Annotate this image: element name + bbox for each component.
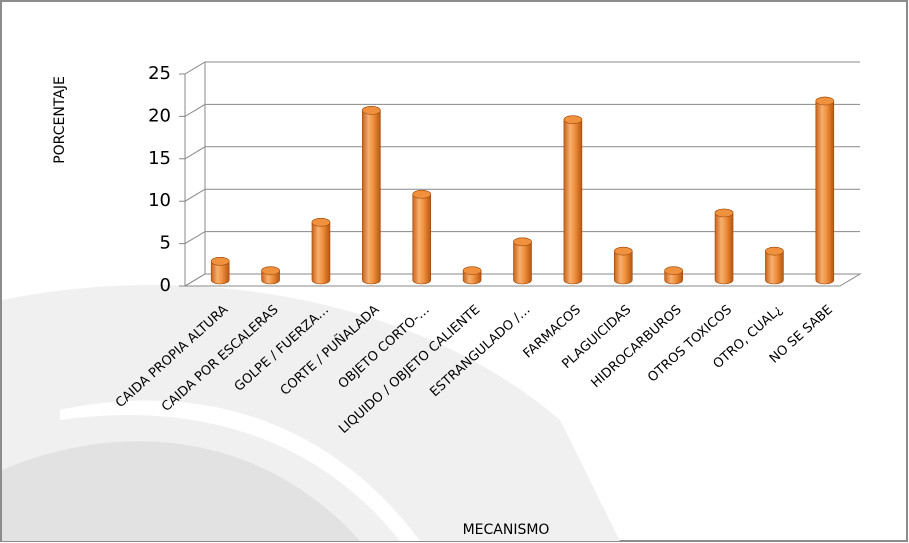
bar: [815, 96, 835, 285]
bar-top: [815, 96, 835, 106]
x-axis-title: MECANISMO: [463, 522, 550, 538]
bar: [412, 190, 432, 285]
y-tick-label: 25: [148, 63, 171, 84]
grid-line: [179, 103, 860, 117]
y-tick-label: 5: [160, 233, 171, 254]
y-tick-label: 10: [148, 190, 171, 211]
bar-top: [714, 208, 734, 218]
y-tick-label: 0: [160, 275, 171, 296]
bar: [311, 218, 331, 285]
bar-top: [563, 115, 583, 125]
y-tick-label: 15: [148, 148, 171, 169]
bar-top: [613, 246, 633, 256]
bar-top: [513, 237, 532, 247]
grid-line: [179, 231, 860, 245]
bar-top: [462, 266, 482, 275]
bar-top: [210, 257, 230, 266]
grid-line: [179, 273, 860, 287]
bar-top: [664, 266, 683, 275]
bar-top: [412, 190, 432, 199]
y-tick-label: 20: [148, 105, 171, 126]
bar: [362, 106, 381, 285]
bar-top: [765, 246, 784, 256]
bar: [714, 208, 734, 285]
bar-top: [311, 218, 331, 227]
bar-top: [261, 266, 280, 275]
background-swoosh: [60, 400, 420, 541]
background-swoosh: [2, 441, 360, 541]
grid-line: [179, 146, 860, 160]
grid-line: [179, 61, 860, 75]
grid-line: [179, 188, 860, 202]
bar: [563, 115, 583, 285]
y-axis-title: PORCENTAJE: [52, 76, 68, 164]
bar-top: [362, 106, 381, 115]
